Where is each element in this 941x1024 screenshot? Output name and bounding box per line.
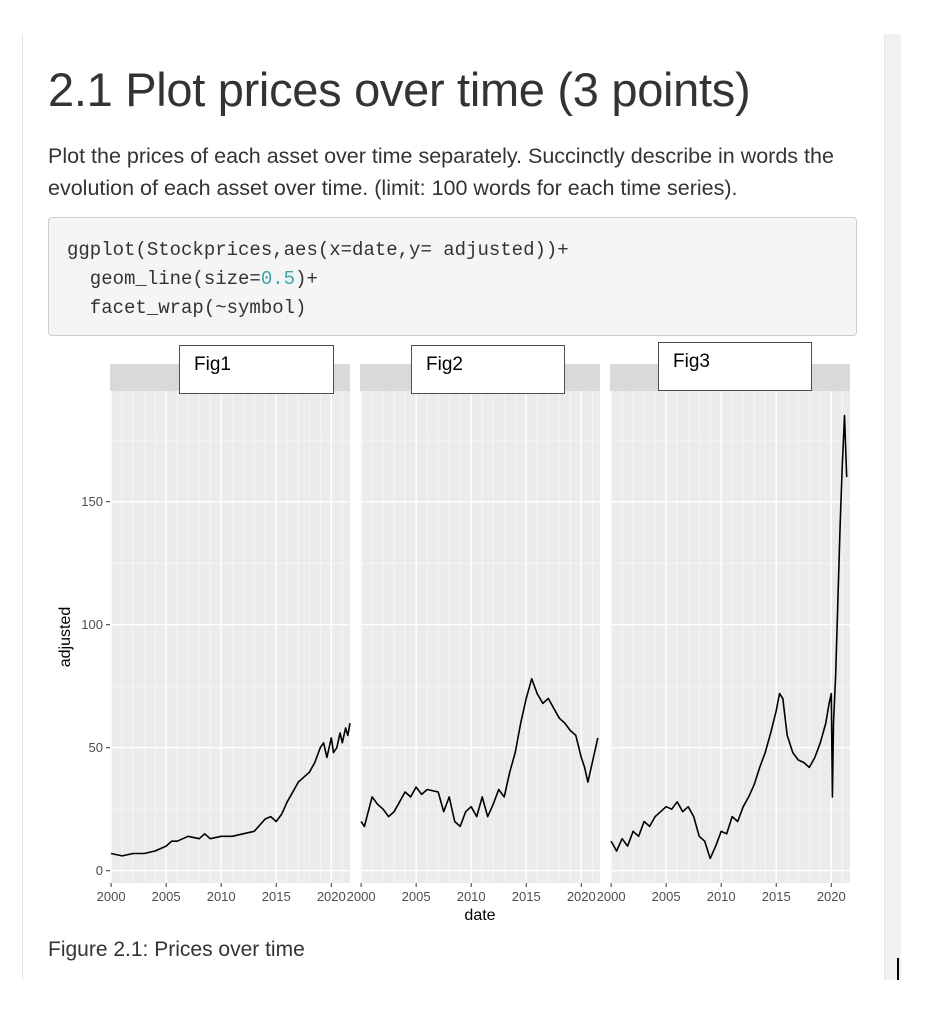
x-axis-title: date [464,907,495,924]
facet-plot: 2000 2005 2010 2015 2020 2000 2005 2010 2015 2020… [48,340,868,940]
x-tick-label: 2010 [707,889,736,904]
x-tick-label: 2015 [762,889,791,904]
code-line-2: geom_line(size=0.5)+ [67,265,856,294]
x-tick-label: 2010 [207,889,236,904]
series-line-fig3 [610,414,848,860]
x-tick-label: 2015 [262,889,291,904]
code-line-3: facet_wrap(~symbol) [67,297,307,319]
facet-line-chart: 2000 2005 2010 2015 2020 2000 2005 2010 2015 2020… [57,364,850,924]
fig2-label-box: Fig2 [411,345,565,394]
series-line-fig2 [360,677,599,828]
facet-panel-1 [110,391,350,883]
x-tick-label: 2000 [97,889,126,904]
x-tick-label: 2010 [457,889,486,904]
x-tick-label: 2000 [597,889,626,904]
x-tick-label: 2020 [317,889,346,904]
code-block: ggplot(Stockprices,aes(x=date,y= adjuste… [48,217,857,336]
x-tick-label: 2020 [817,889,846,904]
section-heading: 2.1 Plot prices over time (3 points) [48,63,751,116]
scrollbar-track[interactable] [884,34,901,980]
fig3-label-box: Fig3 [658,342,812,391]
y-tick-label: 150 [81,494,103,509]
x-tick-label: 2005 [402,889,431,904]
code-line-1: ggplot(Stockprices,aes(x=date,y= adjuste… [67,239,569,261]
page-left-border [22,34,23,980]
intro-paragraph: Plot the prices of each asset over time … [48,144,834,200]
series-line-fig1 [110,722,351,857]
x-tick-label: 2005 [152,889,181,904]
y-tick-label: 50 [89,740,103,755]
code-line-2-pre: geom_line(size= [67,268,261,290]
code-line-2-post: )+ [295,268,318,290]
y-tick-label: 100 [81,617,103,632]
x-tick-label: 2005 [652,889,681,904]
y-axis-title: adjusted [57,607,74,668]
text-cursor [897,958,899,980]
x-tick-label: 2015 [512,889,541,904]
code-number-literal: 0.5 [260,268,296,290]
x-tick-label: 2020 [567,889,596,904]
fig1-label-box: Fig1 [179,345,334,394]
y-tick-label: 0 [96,863,103,878]
figure-caption: Figure 2.1: Prices over time [48,938,305,961]
x-tick-label: 2000 [347,889,376,904]
facet-panel-3 [610,391,850,883]
